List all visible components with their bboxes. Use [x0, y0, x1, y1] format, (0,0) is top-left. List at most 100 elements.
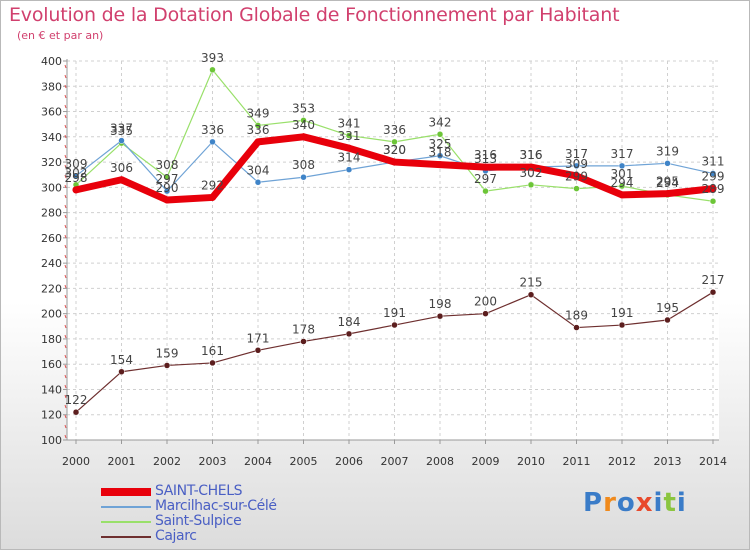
x-tick-label: 2003: [199, 455, 227, 468]
x-tick-label: 2007: [381, 455, 409, 468]
x-tick-label: 2008: [426, 455, 454, 468]
data-label: 215: [520, 276, 543, 290]
data-point: [527, 163, 535, 171]
data-label: 294: [656, 176, 679, 190]
data-label: 290: [156, 181, 179, 195]
data-point: [482, 163, 489, 171]
chart-subtitle: (en € et par an): [17, 29, 104, 42]
x-tick-label: 2002: [153, 455, 181, 468]
y-tick-label: 140: [41, 383, 62, 396]
y-tick-label: 380: [41, 80, 62, 93]
axis-mark: [64, 124, 67, 129]
data-point: [209, 138, 216, 146]
axis-mark: [64, 414, 67, 419]
data-labels: 122 154 159 161 171 178 184 191 198 200 215 189 191 1…: [65, 51, 725, 407]
axis-mark: [64, 394, 67, 399]
data-label: 200: [474, 295, 497, 309]
data-point: [573, 185, 580, 192]
axis-mark: [64, 344, 67, 349]
data-point: [72, 408, 80, 416]
y-tick-label: 200: [41, 308, 62, 321]
axis-mark: [64, 84, 67, 89]
axis-mark: [64, 224, 67, 229]
legend-swatch: [101, 536, 151, 538]
data-point: [345, 144, 353, 152]
data-label: 316: [520, 148, 543, 162]
data-point: [391, 321, 398, 329]
axis-mark: [64, 204, 67, 209]
axis-mark: [64, 244, 67, 249]
data-label: 342: [429, 115, 452, 129]
data-label: 311: [702, 154, 725, 168]
data-label: 122: [65, 393, 88, 407]
y-tick-label: 100: [41, 434, 62, 447]
data-label: 297: [474, 172, 497, 186]
data-point: [618, 182, 626, 190]
legend-swatch: [101, 488, 151, 496]
data-point: [345, 330, 353, 338]
y-tick-label: 320: [41, 156, 62, 169]
data-point: [118, 137, 125, 144]
data-label: 393: [201, 51, 224, 65]
brand-letter: t: [663, 488, 677, 518]
y-tick-label: 400: [41, 55, 62, 68]
data-point: [209, 359, 216, 367]
data-point: [118, 176, 125, 184]
series-group: [72, 66, 717, 416]
data-point: [709, 288, 717, 296]
data-label: 316: [520, 148, 543, 162]
data-point: [664, 316, 671, 324]
data-label: 325: [429, 137, 452, 151]
data-point: [573, 162, 580, 170]
proxiti-logo: Proxiti: [583, 488, 687, 518]
axis-mark: [64, 104, 67, 109]
data-point: [300, 338, 307, 345]
data-point: [209, 193, 216, 201]
data-point: [391, 138, 398, 146]
data-label: 292: [201, 178, 224, 192]
data-label: 320: [383, 143, 406, 157]
data-point: [709, 197, 717, 205]
brand-letter: o: [616, 488, 636, 518]
data-label: 301: [611, 167, 634, 181]
axis-mark: [64, 404, 67, 409]
data-point: [345, 132, 353, 139]
data-label: 318: [429, 146, 452, 160]
data-label: 317: [565, 147, 588, 161]
y-tick-label: 180: [41, 333, 62, 346]
data-point: [72, 172, 80, 180]
data-label: 302: [65, 166, 88, 180]
brand-letter: i: [676, 488, 687, 518]
data-label: 297: [156, 172, 179, 186]
axis-mark: [64, 354, 67, 359]
data-label: 306: [110, 161, 133, 175]
axis-mark: [64, 334, 67, 339]
axis-mark: [64, 434, 67, 439]
axis-mark: [64, 274, 67, 279]
data-label: 335: [110, 124, 133, 138]
data-point: [163, 173, 171, 181]
data-label: 159: [156, 346, 179, 360]
x-tick-label: 2001: [108, 455, 136, 468]
data-point: [482, 310, 489, 317]
y-tick-label: 280: [41, 207, 62, 220]
x-tick-label: 2012: [608, 455, 636, 468]
data-label: 184: [338, 315, 361, 329]
x-tick-label: 2005: [290, 455, 318, 468]
axis-mark: [64, 144, 67, 149]
axis-mark: [64, 284, 67, 289]
y-tick-label: 340: [41, 131, 62, 144]
data-label: 316: [474, 148, 497, 162]
x-tick-label: 2004: [244, 455, 272, 468]
data-point: [254, 347, 262, 354]
axis-mark: [64, 214, 67, 219]
chart-title: Evolution de la Dotation Globale de Fonc…: [9, 4, 620, 26]
data-label: 299: [565, 170, 588, 184]
axes: 1001201401601802002202402602803003203403…: [41, 55, 727, 468]
y-tick-label: 360: [41, 106, 62, 119]
axis-mark: [64, 174, 67, 179]
axis-mark: [64, 384, 67, 389]
data-point: [163, 187, 171, 195]
axis-mark: [64, 294, 67, 299]
